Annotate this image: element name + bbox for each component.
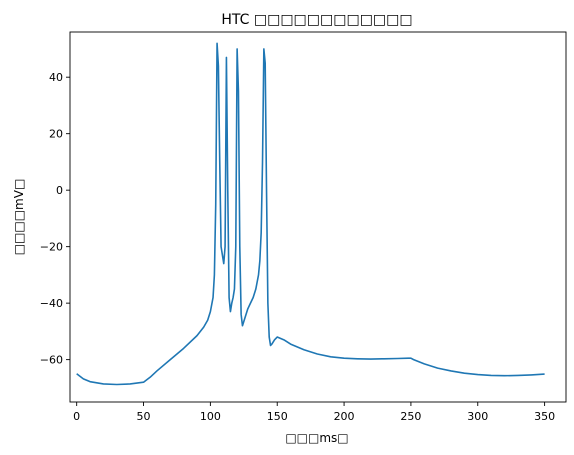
x-tick-label: 250 xyxy=(400,410,421,423)
series-line-0 xyxy=(76,42,545,386)
x-tick-label: 300 xyxy=(467,410,488,423)
plot-area xyxy=(76,42,545,386)
x-tick-label: 0 xyxy=(73,410,80,423)
y-tick-label: −40 xyxy=(40,297,63,310)
x-tick-label: 200 xyxy=(334,410,355,423)
x-axis-label: □□□ms□ xyxy=(285,431,348,445)
y-tick-label: 20 xyxy=(49,128,63,141)
y-tick-label: 0 xyxy=(56,184,63,197)
y-axis-ticks: −60 −40 −20 0 20 40 xyxy=(40,71,70,367)
y-tick-label: −60 xyxy=(40,354,63,367)
x-tick-label: 350 xyxy=(534,410,555,423)
x-tick-label: 100 xyxy=(200,410,221,423)
chart-title: HTC □□□□□□□□□□□□ xyxy=(221,12,412,28)
y-axis-label: □□□□mV□ xyxy=(12,179,26,256)
y-tick-label: 40 xyxy=(49,71,63,84)
x-tick-label: 50 xyxy=(137,410,151,423)
axes-frame xyxy=(69,31,567,403)
x-tick-label: 150 xyxy=(267,410,288,423)
x-axis-ticks: 0 50 100 150 200 250 300 350 xyxy=(73,402,555,423)
y-tick-label: −20 xyxy=(40,241,63,254)
